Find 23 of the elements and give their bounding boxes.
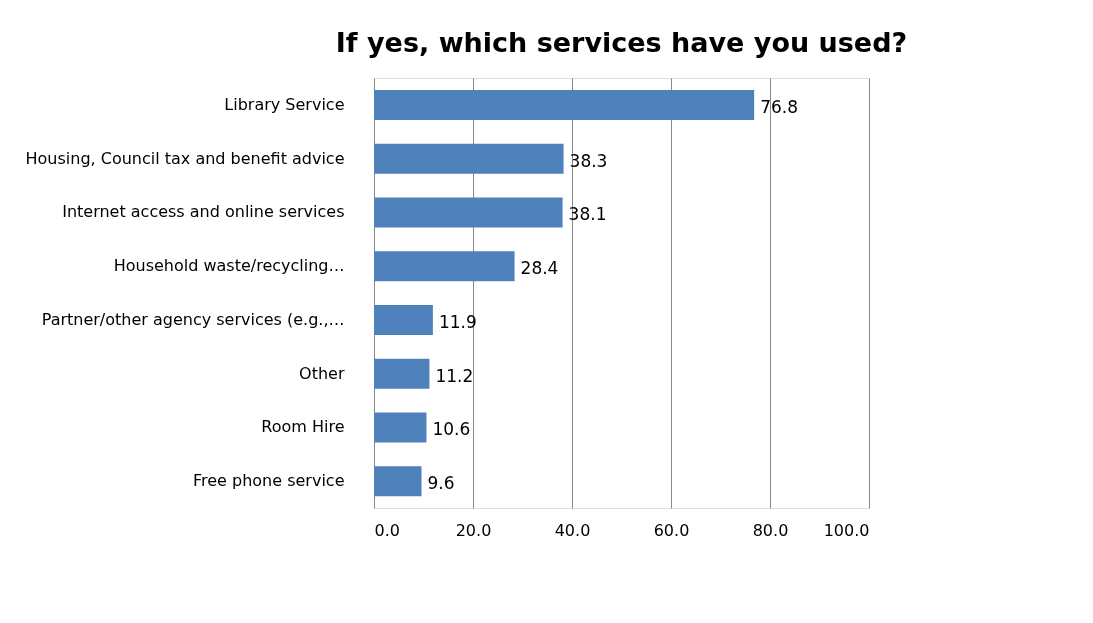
y-tick-label: Other (299, 363, 345, 383)
x-tick-label: 60.0 (653, 520, 690, 540)
y-tick-label: Housing, Council tax and benefit advice (25, 148, 345, 168)
y-tick-label: Room Hire (261, 417, 345, 437)
data-label: 11.9 (438, 311, 477, 332)
data-label: 38.1 (568, 204, 607, 225)
chart-title: If yes, which services have you used? (335, 27, 908, 58)
data-label: 76.8 (760, 96, 799, 117)
y-tick-label: Free phone service (192, 471, 345, 491)
data-label: 11.2 (435, 365, 474, 386)
x-tick-label: 0.0 (374, 520, 400, 540)
x-tick-label: 20.0 (455, 520, 492, 540)
data-label: 9.6 (427, 473, 455, 494)
data-label: 10.6 (432, 419, 471, 440)
y-tick-label: Household waste/recycling… (113, 256, 345, 276)
y-tick-label: Internet access and online services (62, 202, 345, 222)
y-tick-label: Partner/other agency services (e.g.,… (41, 309, 345, 329)
data-label: 28.4 (520, 258, 559, 279)
data-label: 38.3 (569, 150, 608, 171)
x-tick-label: 100.0 (823, 520, 870, 540)
x-tick-label: 40.0 (554, 520, 591, 540)
y-tick-label: Library Service (224, 94, 345, 114)
x-tick-label: 80.0 (752, 520, 789, 540)
